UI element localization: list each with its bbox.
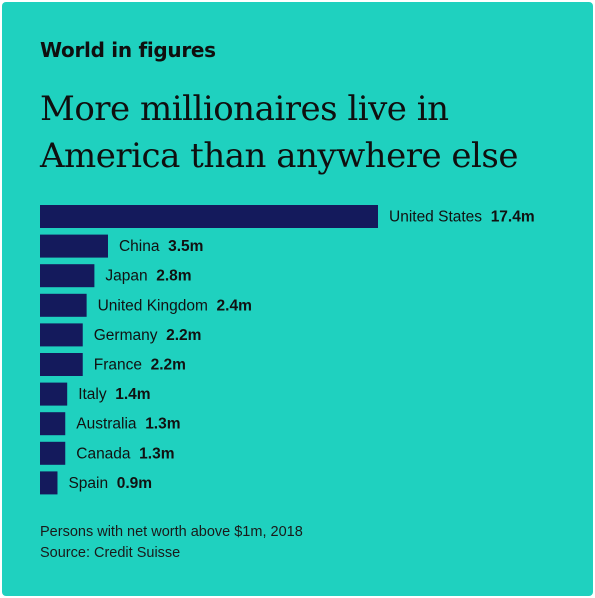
category-label: Japan — [105, 268, 147, 285]
bar-label-spain: Spain 0.9m — [68, 475, 152, 492]
bar-label-japan: Japan 2.8m — [105, 268, 191, 285]
bar-label-australia: Australia 1.3m — [76, 416, 180, 433]
footnote: Persons with net worth above $1m, 2018 — [40, 524, 303, 540]
category-label: United Kingdom — [98, 297, 208, 314]
bar-france — [40, 353, 83, 376]
chart-headline: More millionaires live in America than a… — [40, 89, 518, 176]
value-label: 1.3m — [145, 416, 180, 433]
section-kicker: World in figures — [40, 38, 216, 62]
bar-label-france: France 2.2m — [94, 357, 186, 374]
bar-label-canada: Canada 1.3m — [76, 445, 174, 462]
category-label: United States — [389, 209, 482, 226]
category-label: Spain — [68, 475, 108, 492]
bar-label-united-states: United States 17.4m — [389, 209, 535, 226]
bar-label-italy: Italy 1.4m — [78, 386, 150, 403]
bar-italy — [40, 382, 68, 406]
bar-label-germany: Germany 2.2m — [94, 327, 202, 344]
bar-spain — [40, 471, 58, 495]
source-note: Source: Credit Suisse — [40, 545, 181, 561]
category-label: China — [119, 238, 160, 255]
category-label: Canada — [76, 445, 131, 462]
bar-label-china: China 3.5m — [119, 238, 203, 255]
category-label: Germany — [94, 327, 158, 344]
category-label: France — [94, 357, 142, 374]
value-label: 2.2m — [151, 357, 186, 374]
bar-china — [40, 234, 108, 258]
category-label: Italy — [78, 386, 107, 403]
bar-united-states — [40, 205, 378, 228]
value-label: 2.2m — [166, 327, 201, 344]
value-label: 0.9m — [117, 475, 152, 492]
category-label: Australia — [76, 416, 137, 433]
bar-australia — [40, 412, 66, 436]
value-label: 1.4m — [115, 386, 150, 403]
value-label: 2.8m — [156, 268, 191, 285]
chart-footer: Persons with net worth above $1m, 2018 S… — [40, 522, 303, 564]
bar-canada — [40, 441, 66, 465]
bar-united-kingdom — [40, 293, 87, 317]
value-label: 2.4m — [217, 297, 252, 314]
bar-japan — [40, 264, 95, 288]
value-label: 3.5m — [168, 238, 203, 255]
value-label: 17.4m — [491, 209, 535, 226]
bar-germany — [40, 323, 83, 347]
value-label: 1.3m — [139, 445, 174, 462]
bar-label-united-kingdom: United Kingdom 2.4m — [98, 297, 252, 314]
